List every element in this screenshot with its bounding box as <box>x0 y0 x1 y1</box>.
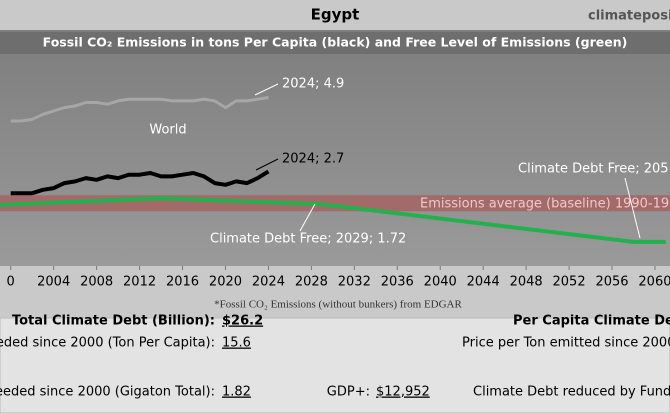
footnote: *Fossil CO₂ Emissions (without bunkers) … <box>214 299 462 311</box>
x-tick-label: 2056 <box>595 275 628 290</box>
summary-right: Price per Ton emitted since 2000 <box>462 336 670 351</box>
x-tick-label: 2020 <box>209 275 242 290</box>
annotation: Climate Debt Free; 2029; 1.72 <box>210 232 406 247</box>
x-tick-label: 2004 <box>37 275 70 290</box>
leader <box>254 83 279 96</box>
x-tick-label: 2016 <box>166 275 199 290</box>
x-tick-label: 0 <box>6 275 14 290</box>
gdp-value: $12,952 <box>376 385 430 400</box>
gdp-label: GDP+: <box>327 385 370 400</box>
plot-bg <box>0 30 670 266</box>
leader <box>299 203 316 232</box>
summary-right: Per Capita Climate Debt <box>513 314 670 329</box>
x-tick-label: 2032 <box>338 275 371 290</box>
summary-bg <box>0 317 670 413</box>
x-tick-label: 2044 <box>467 275 500 290</box>
series-line <box>0 196 666 244</box>
legend-label: World <box>149 123 186 138</box>
annotation: Climate Debt Free; 205 <box>518 162 669 177</box>
chart-subtitle: Fossil CO₂ Emissions in tons Per Capita … <box>43 35 628 50</box>
x-tick-label: 2052 <box>553 275 586 290</box>
x-tick-label: 2008 <box>80 275 113 290</box>
plot: 0 2004 2008 2012 2016 2020 2024 2028 2032 2036 204… <box>0 77 670 290</box>
series-line <box>10 96 269 123</box>
annotation: 2024; 4.9 <box>282 77 344 92</box>
summary-value: $26.2 <box>222 314 263 329</box>
x-tick-label: 2024 <box>252 275 285 290</box>
subtitle-bg <box>0 32 670 54</box>
x-tick-label: 2028 <box>295 275 328 290</box>
x-tick-label: 2060 <box>638 275 670 290</box>
summary-label: eded since 2000 (Ton Per Capita): <box>0 336 215 351</box>
x-tick-label: 2012 <box>123 275 156 290</box>
brand: climatepositi <box>588 9 670 24</box>
x-tick-label: 2036 <box>381 275 414 290</box>
leader <box>624 177 641 239</box>
leader <box>255 158 279 171</box>
summary-label: eeded since 2000 (Gigaton Total): <box>0 385 215 400</box>
annotation: 2024; 2.7 <box>282 152 344 167</box>
series-line <box>10 169 270 196</box>
summary-value: 1.82 <box>222 385 251 400</box>
chart-title: Egypt <box>311 6 360 24</box>
summary-label: Total Climate Debt (Billion): <box>12 314 215 329</box>
annotation: Emissions average (baseline) 1990-1999; … <box>420 197 670 212</box>
x-tick-label: 2048 <box>510 275 543 290</box>
summary-value: 15.6 <box>222 336 251 351</box>
summary-right: Climate Debt reduced by Funds <box>473 385 670 400</box>
x-tick-label: 2040 <box>424 275 457 290</box>
